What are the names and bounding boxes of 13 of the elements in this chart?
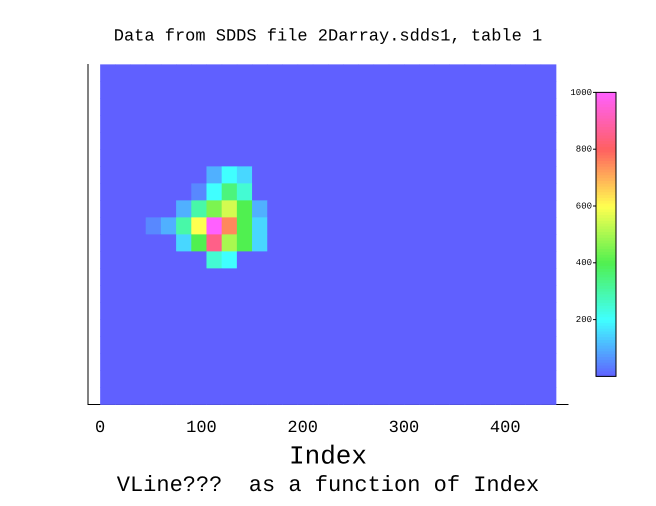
x-tick-label: 0 bbox=[95, 419, 106, 438]
color-bar-label: 800 bbox=[576, 144, 592, 155]
color-bar-label: 400 bbox=[576, 258, 592, 268]
x-tick-label: 200 bbox=[287, 419, 318, 438]
x-axis-title: Index bbox=[288, 441, 368, 472]
color-bar-label: 600 bbox=[576, 201, 592, 212]
x-tick-label: 300 bbox=[388, 419, 420, 438]
text: VLine??? as a function of Index bbox=[116, 472, 540, 498]
chart-title: Data from SDDS file 2Darray.sdds1, table 1 bbox=[114, 28, 542, 47]
x-tick-label: 400 bbox=[490, 419, 521, 438]
color-bar-label: 1000 bbox=[570, 88, 592, 98]
x-tick-label: 100 bbox=[186, 419, 217, 438]
color-bar-label: 200 bbox=[576, 314, 592, 325]
